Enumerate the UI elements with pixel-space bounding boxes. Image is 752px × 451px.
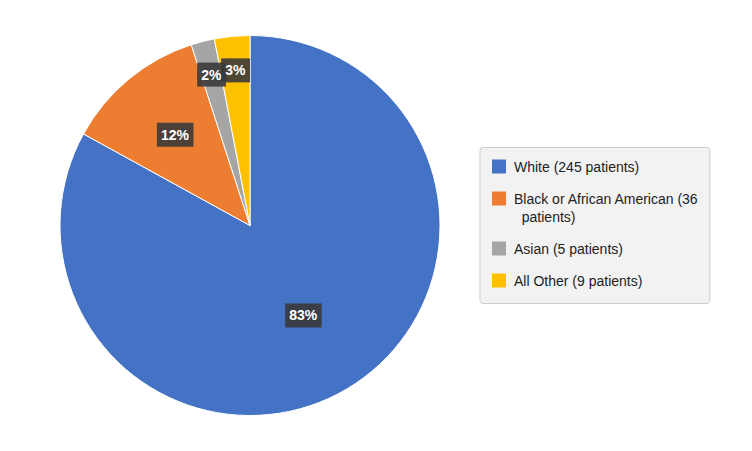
data-label: 83% [289, 307, 318, 323]
data-label-box [285, 303, 322, 327]
chart: 83% 12% 2%3% White (245 patients) Black or A… [0, 0, 752, 451]
legend-swatch [492, 160, 506, 174]
data-label-box [157, 123, 194, 147]
data-label: 12% [161, 127, 190, 143]
legend-label: Asian (5 patients) [514, 241, 623, 257]
legend-frame [480, 148, 710, 304]
data-label: 3% [225, 62, 246, 78]
legend-label: All Other (9 patients) [514, 273, 642, 289]
legend-swatch [492, 192, 506, 206]
legend-label: White (245 patients) [514, 159, 639, 175]
legend-swatch [492, 242, 506, 256]
slice [60, 36, 440, 416]
slices [60, 36, 440, 416]
legend: White (245 patients) Black or African Ame… [480, 148, 710, 304]
data-label-box [221, 58, 250, 82]
legend-swatch [492, 274, 506, 288]
legend-label: Black or African American (36 patients) [514, 191, 698, 225]
data-labels: 83% 12% 2%3% [157, 58, 322, 327]
data-label: 2% [201, 67, 222, 83]
